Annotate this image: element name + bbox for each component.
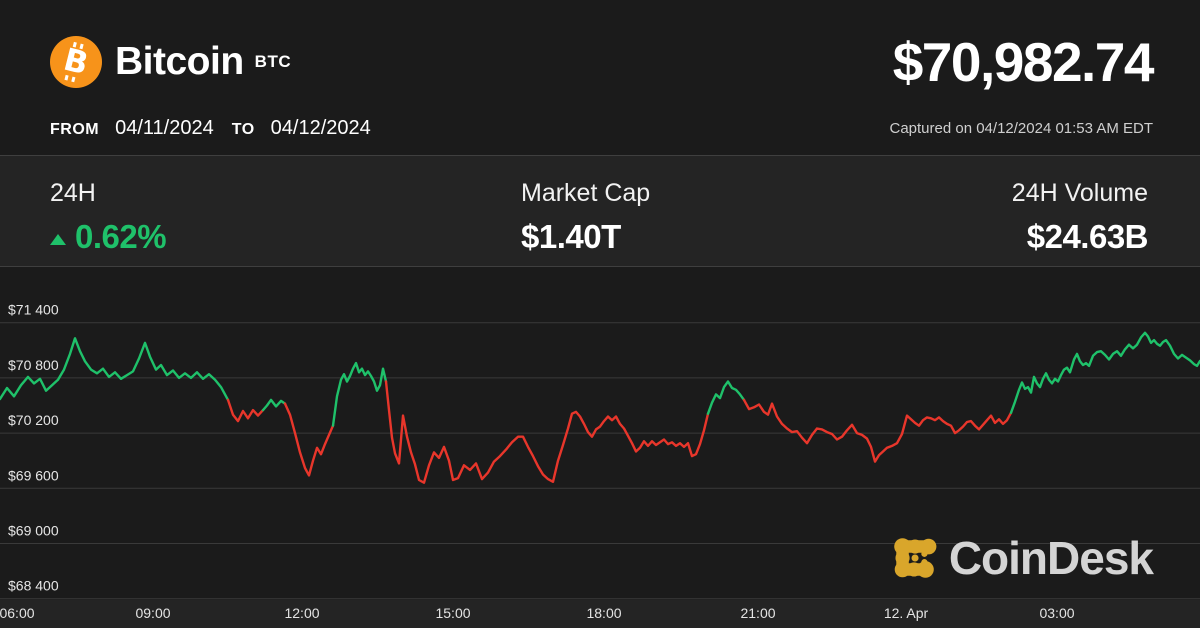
captured-timestamp: Captured on 04/12/2024 01:53 AM EDT: [889, 120, 1153, 137]
price-line-segment: [226, 398, 265, 423]
change-label: 24H: [50, 179, 96, 207]
x-axis-label: 18:00: [586, 605, 622, 621]
price-line-segment: [742, 398, 1013, 463]
to-label: TO: [231, 121, 255, 138]
price-line-segment: [261, 398, 287, 412]
stat-24h-change: 24H 0.62%: [50, 179, 167, 256]
from-date: 04/11/2024: [115, 117, 214, 139]
coin-symbol: BTC: [254, 52, 292, 71]
to-date: 04/12/2024: [270, 117, 371, 139]
price-chart-svg: $71 400 $70 800 $70 200 $69 600 $69 000 $68 4…: [0, 302, 1200, 600]
bitcoin-logo-icon: B: [50, 36, 102, 88]
from-label: FROM: [50, 121, 100, 138]
y-axis-label: $70 800: [8, 357, 59, 373]
y-axis-label: $69 000: [8, 523, 59, 539]
x-axis-label: 12:00: [284, 605, 320, 621]
y-axis-label: $70 200: [8, 412, 59, 428]
price-line-segment: [331, 361, 388, 427]
x-axis-strip: 06:00 09:00 12:00 15:00 18:00 21:00 12. Apr 03:…: [0, 600, 1200, 628]
price-line-segment: [1009, 331, 1200, 414]
volume-label: 24H Volume: [1011, 179, 1148, 207]
price-line-segment: [384, 380, 710, 484]
stat-market-cap: Market Cap $1.40T: [521, 179, 650, 256]
date-range: FROM 04/11/2024 TO 04/12/2024: [50, 117, 371, 140]
volume-value: $24.63B: [1026, 218, 1149, 255]
x-axis-label: 06:00: [0, 605, 35, 621]
market-cap-label: Market Cap: [521, 179, 651, 207]
stats-row: 24H 0.62% Market Cap $1.40T 24H Volume $…: [0, 155, 1200, 267]
price-line-segment: [283, 402, 335, 477]
change-value: 0.62%: [50, 218, 167, 256]
current-price: $70,982.74: [892, 31, 1155, 93]
coindesk-watermark: CoinDesk: [889, 532, 1154, 584]
x-axis-label: 03:00: [1039, 605, 1075, 621]
y-axis-label: $68 400: [8, 578, 59, 594]
stat-24h-volume: 24H Volume $24.63B: [1011, 179, 1149, 256]
market-cap-value: $1.40T: [521, 218, 621, 255]
y-axis-label: $69 600: [8, 467, 59, 483]
up-triangle-icon: [50, 234, 66, 245]
y-axis-label: $71 400: [8, 302, 59, 318]
x-axis-label: 21:00: [740, 605, 776, 621]
price-line-segment: [0, 337, 230, 402]
coin-header: B Bitcoin BTC: [50, 36, 291, 88]
coindesk-wordmark: CoinDesk: [948, 532, 1154, 584]
x-axis-label: 09:00: [135, 605, 171, 621]
coin-name: Bitcoin: [115, 40, 244, 83]
x-axis-label: 15:00: [435, 605, 471, 621]
price-line-segment: [706, 380, 746, 415]
x-axis-label: 12. Apr: [883, 605, 929, 621]
coindesk-logo-icon: [894, 538, 937, 578]
